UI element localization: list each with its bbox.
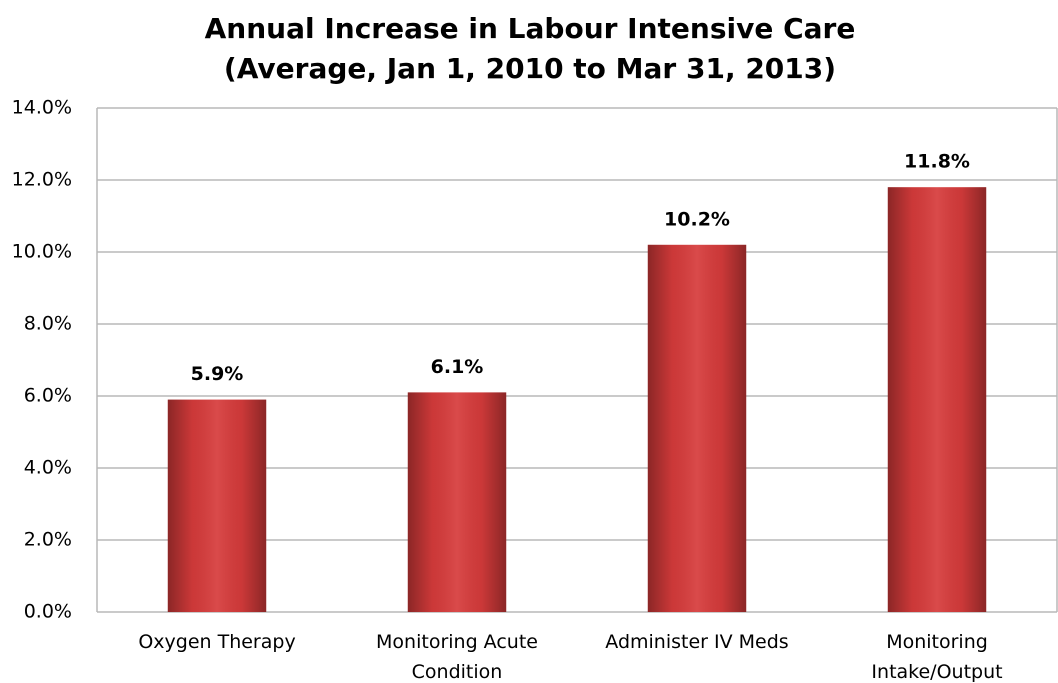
x-tick-label: Monitoring Acute Condition — [376, 631, 538, 683]
chart-title: Annual Increase in Labour Intensive Care — [205, 12, 856, 45]
bar-shade — [887, 187, 987, 612]
y-tick-label: 0.0% — [24, 601, 72, 623]
x-tick-label: Administer IV Meds — [605, 631, 789, 653]
bar-shade — [167, 399, 267, 612]
y-tick-label: 10.0% — [12, 241, 72, 263]
data-label: 6.1% — [431, 356, 484, 378]
data-label: 5.9% — [191, 363, 244, 385]
y-tick-label: 4.0% — [24, 457, 72, 479]
bar-shade — [407, 392, 507, 612]
x-tick-label: Monitoring Intake/Output — [871, 631, 1003, 683]
y-tick-label: 8.0% — [24, 313, 72, 335]
y-tick-label: 12.0% — [12, 169, 72, 191]
y-tick-label: 6.0% — [24, 385, 72, 407]
y-tick-label: 2.0% — [24, 529, 72, 551]
data-label: 11.8% — [904, 151, 970, 173]
data-label: 10.2% — [664, 208, 730, 230]
x-tick-label: Oxygen Therapy — [138, 631, 296, 653]
chart-subtitle: (Average, Jan 1, 2010 to Mar 31, 2013) — [224, 52, 836, 85]
bar-shade — [647, 244, 747, 613]
y-tick-label: 14.0% — [12, 97, 72, 119]
